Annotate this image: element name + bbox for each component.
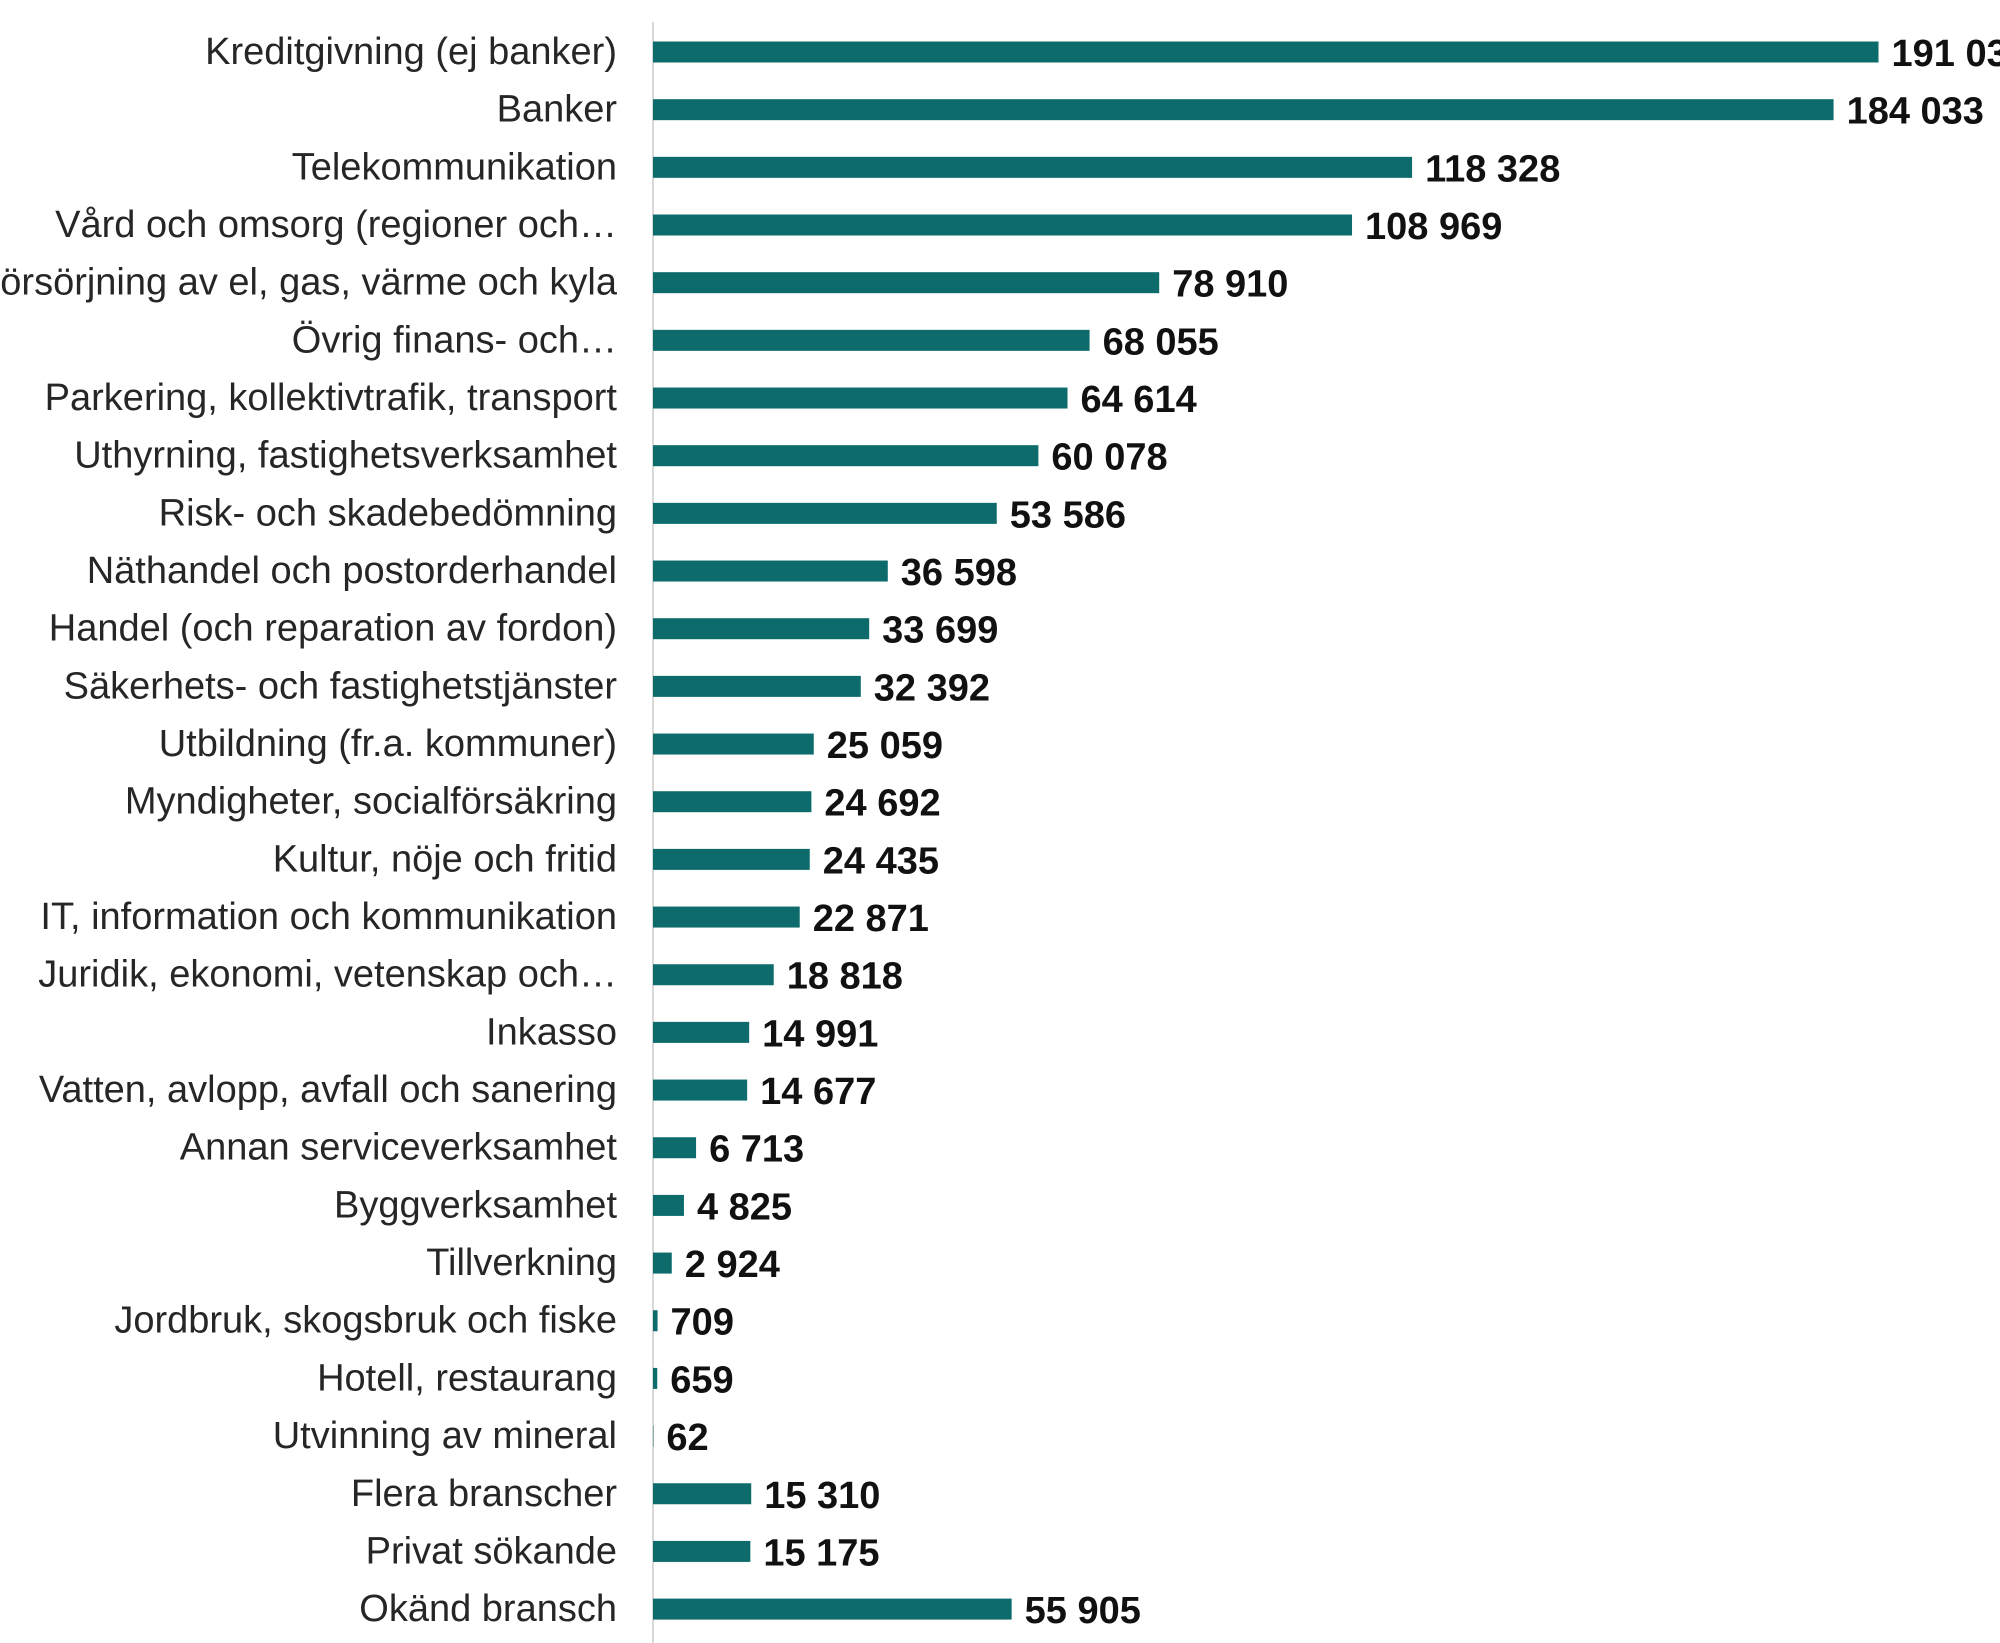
value-label: 18 818 xyxy=(787,956,903,998)
category-label: Banker xyxy=(497,89,618,131)
category-label: Näthandel och postorderhandel xyxy=(87,550,617,592)
bar xyxy=(653,1367,658,1389)
bar xyxy=(653,329,1090,351)
category-label: Försörjning av el, gas, värme och kyla xyxy=(0,262,618,304)
category-label: Annan serviceverksamhet xyxy=(180,1127,618,1169)
bar xyxy=(653,848,810,870)
category-label: Handel (och reparation av fordon) xyxy=(49,608,617,650)
value-label: 709 xyxy=(671,1302,734,1344)
bar xyxy=(653,387,1068,409)
category-label: Tillverkning xyxy=(426,1242,617,1284)
bar xyxy=(653,1540,751,1562)
bar xyxy=(653,445,1039,467)
value-label: 191 036 xyxy=(1891,33,2000,75)
bar xyxy=(653,733,814,755)
value-label: 55 905 xyxy=(1025,1590,1141,1632)
category-label: Juridik, ekonomi, vetenskap och… xyxy=(38,954,617,996)
bar xyxy=(653,618,870,640)
bar xyxy=(653,675,861,697)
category-label: Övrig finans- och… xyxy=(292,319,617,361)
value-label: 24 435 xyxy=(823,840,939,882)
category-label: Säkerhets- och fastighetstjänster xyxy=(64,665,618,707)
bar xyxy=(653,272,1160,294)
value-label: 68 055 xyxy=(1103,321,1219,363)
value-label: 53 586 xyxy=(1010,494,1126,536)
value-label: 32 392 xyxy=(874,667,990,709)
value-label: 36 598 xyxy=(901,552,1017,594)
category-label: Risk- och skadebedömning xyxy=(159,492,617,534)
value-label: 2 924 xyxy=(685,1244,780,1286)
bar xyxy=(653,964,774,986)
value-label: 22 871 xyxy=(813,898,929,940)
category-label: Hotell, restaurang xyxy=(317,1357,617,1399)
bar xyxy=(653,156,1413,178)
category-label: Flera branscher xyxy=(351,1473,617,1515)
value-label: 78 910 xyxy=(1172,264,1288,306)
category-label: Uthyrning, fastighetsverksamhet xyxy=(74,435,617,477)
value-label: 14 677 xyxy=(760,1071,876,1113)
bar-series xyxy=(653,41,1879,1620)
category-label: Vård och omsorg (regioner och… xyxy=(55,204,617,246)
category-label: Utbildning (fr.a. kommuner) xyxy=(159,723,617,765)
value-label: 33 699 xyxy=(882,610,998,652)
value-label: 659 xyxy=(670,1359,733,1401)
value-label: 62 xyxy=(666,1417,708,1459)
bar xyxy=(653,1079,748,1101)
value-label: 118 328 xyxy=(1425,148,1560,190)
category-labels: Kreditgivning (ej banker) Banker Telekommu… xyxy=(0,31,618,1630)
category-label: Okänd bransch xyxy=(359,1588,617,1630)
category-label: Telekommunikation xyxy=(292,146,617,188)
category-label: Privat sökande xyxy=(366,1530,617,1572)
category-label: Vatten, avlopp, avfall och sanering xyxy=(39,1069,617,1111)
category-label: Jordbruk, skogsbruk och fiske xyxy=(114,1300,617,1342)
bar xyxy=(653,1310,658,1332)
value-label: 108 969 xyxy=(1365,206,1502,248)
bar xyxy=(653,1137,697,1159)
bar xyxy=(653,41,1879,63)
bar xyxy=(653,560,888,582)
value-label: 64 614 xyxy=(1080,379,1196,421)
bar xyxy=(653,1252,672,1274)
bar xyxy=(653,99,1834,121)
bar xyxy=(653,1483,752,1505)
category-label: Byggverksamhet xyxy=(334,1184,617,1226)
bar xyxy=(653,1021,750,1043)
bar xyxy=(653,1598,1012,1620)
value-label: 15 175 xyxy=(763,1532,879,1574)
value-label: 6 713 xyxy=(709,1129,804,1171)
bar xyxy=(653,906,800,928)
category-label: Myndigheter, socialförsäkring xyxy=(125,781,617,823)
category-label: Utvinning av mineral xyxy=(273,1415,617,1457)
value-labels: 191 036 184 033 118 328 108 969 78 910 68 055… xyxy=(666,33,2000,1632)
value-label: 184 033 xyxy=(1847,91,1984,133)
bar xyxy=(653,791,812,813)
category-label: Kultur, nöje och fritid xyxy=(273,838,617,880)
value-label: 4 825 xyxy=(697,1186,792,1228)
bar xyxy=(653,1194,684,1216)
category-label: Kreditgivning (ej banker) xyxy=(205,31,617,73)
bar xyxy=(653,214,1353,236)
bar xyxy=(653,502,997,524)
value-label: 60 078 xyxy=(1051,437,1167,479)
category-label: Inkasso xyxy=(486,1011,617,1053)
value-label: 25 059 xyxy=(827,725,943,767)
value-label: 14 991 xyxy=(762,1013,878,1055)
category-label: IT, information och kommunikation xyxy=(40,896,617,938)
value-label: 24 692 xyxy=(824,783,940,825)
category-label: Parkering, kollektivtrafik, transport xyxy=(45,377,618,419)
value-label: 15 310 xyxy=(764,1475,880,1517)
